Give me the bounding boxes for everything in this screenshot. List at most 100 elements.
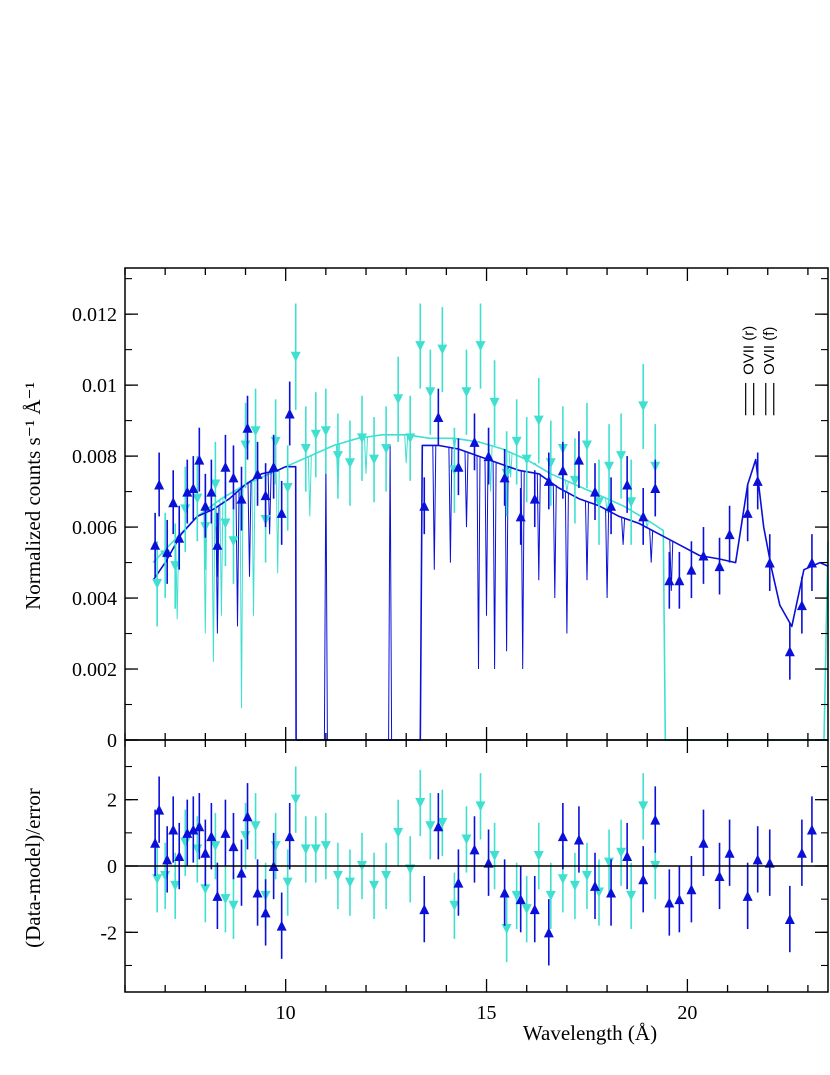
model-b-absorption-line bbox=[275, 470, 280, 574]
residual-b-point-marker bbox=[511, 890, 522, 901]
residual-marks bbox=[150, 766, 817, 966]
model-b-absorption-line bbox=[404, 434, 409, 464]
data-b-point-marker bbox=[489, 397, 500, 408]
y-tick-label: -2 bbox=[100, 922, 117, 944]
data-b-point bbox=[381, 406, 392, 492]
data-a-point bbox=[433, 388, 444, 446]
data-a-point-marker bbox=[698, 550, 709, 561]
residual-a-point-marker bbox=[590, 880, 601, 891]
data-b-point-marker bbox=[393, 394, 404, 405]
model-a-absorption-line bbox=[552, 485, 557, 599]
residual-b-point bbox=[393, 799, 404, 866]
data-b-point bbox=[616, 413, 627, 499]
residual-a-point-marker bbox=[168, 824, 179, 835]
residual-a-point-marker bbox=[650, 814, 661, 825]
data-a-point-marker bbox=[162, 546, 173, 557]
data-b-point-marker bbox=[369, 454, 380, 465]
data-b-point-marker bbox=[475, 341, 486, 352]
model-a-absorption-line bbox=[649, 529, 654, 563]
data-a-point bbox=[557, 441, 568, 499]
model-a-line bbox=[152, 444, 829, 741]
data-a-point bbox=[606, 477, 617, 535]
residual-a-point-marker bbox=[714, 870, 725, 881]
residual-b-point-marker bbox=[557, 874, 568, 885]
model-a-absorption-line bbox=[536, 473, 541, 581]
data-a-point-marker bbox=[200, 500, 211, 511]
data-a-point bbox=[220, 434, 231, 499]
residual-a-point-marker bbox=[284, 831, 295, 842]
x-axis-title: Wavelength (Å) bbox=[523, 1021, 657, 1045]
data-b-point bbox=[332, 413, 343, 499]
data-a-point-marker bbox=[188, 483, 199, 494]
data-b-point-marker bbox=[220, 518, 231, 529]
residual-b-point bbox=[152, 846, 163, 913]
residual-a-point bbox=[168, 796, 179, 863]
data-a-point-marker bbox=[228, 472, 239, 483]
data-a-point-marker bbox=[276, 507, 287, 518]
residual-panel: -2 0 2 10 15 20 bbox=[100, 739, 829, 1024]
model-a-absorption-line bbox=[504, 465, 509, 652]
data-a-point bbox=[543, 452, 554, 510]
residual-b-point bbox=[616, 819, 627, 886]
residual-a-point bbox=[260, 879, 271, 946]
data-a-point-marker bbox=[483, 451, 494, 462]
residual-b-point-marker bbox=[461, 834, 472, 845]
residual-a-point bbox=[650, 786, 661, 853]
residual-a-point bbox=[674, 866, 685, 933]
residual-a-point-marker bbox=[529, 904, 540, 915]
residual-a-point bbox=[419, 875, 430, 943]
model-b-absorption-line bbox=[251, 480, 256, 616]
residual-a-point-marker bbox=[236, 867, 247, 878]
data-a-point-marker bbox=[796, 600, 807, 611]
residual-a-point-marker bbox=[188, 824, 199, 835]
residual-b-point-marker bbox=[290, 794, 301, 805]
data-b-point bbox=[344, 420, 355, 506]
data-a-point bbox=[499, 448, 510, 506]
residual-b-point-marker bbox=[393, 827, 404, 838]
data-b-point-marker bbox=[569, 475, 580, 486]
residual-a-point-marker bbox=[638, 874, 649, 885]
data-b-point bbox=[393, 356, 404, 442]
residual-a-point bbox=[499, 859, 510, 926]
y-tick-label: 0.012 bbox=[72, 304, 117, 326]
residual-b-point-marker bbox=[581, 870, 592, 881]
residual-b-point-marker bbox=[545, 890, 556, 901]
data-b-point bbox=[461, 349, 472, 435]
data-b-point-marker bbox=[210, 479, 221, 490]
data-a-point-marker bbox=[515, 511, 526, 522]
residual-b-point bbox=[521, 875, 532, 943]
data-a-point bbox=[194, 427, 205, 492]
residual-b-point-marker bbox=[320, 841, 331, 852]
data-b-point-marker bbox=[290, 351, 301, 362]
residual-a-point-marker bbox=[742, 890, 753, 901]
data-a-point-marker bbox=[686, 564, 697, 575]
residual-a-point-marker bbox=[419, 904, 430, 915]
x-tick-label: 20 bbox=[677, 1002, 697, 1024]
residual-a-point bbox=[664, 869, 675, 936]
residual-a-point bbox=[284, 803, 295, 870]
residual-b-point bbox=[300, 816, 311, 883]
residual-a-point-marker bbox=[469, 844, 480, 855]
data-a-point bbox=[664, 551, 675, 609]
data-a-point-marker bbox=[784, 646, 795, 657]
data-a-point bbox=[284, 381, 295, 446]
data-a-point-marker bbox=[543, 475, 554, 486]
residual-a-point-marker bbox=[515, 894, 526, 905]
data-b-point-marker bbox=[250, 426, 261, 437]
data-a-point bbox=[242, 395, 253, 460]
data-a-point bbox=[806, 534, 817, 591]
residual-b-point bbox=[475, 773, 486, 840]
model-a-absorption-line bbox=[564, 492, 569, 634]
data-b-point bbox=[310, 392, 321, 478]
residual-b-point-marker bbox=[449, 900, 460, 911]
data-a-point bbox=[686, 541, 697, 599]
residual-a-point-marker bbox=[220, 827, 231, 838]
data-a-point bbox=[638, 488, 649, 545]
data-b-point-marker bbox=[357, 433, 368, 444]
x-tick-label: 15 bbox=[477, 1002, 497, 1024]
data-b-point-marker bbox=[320, 426, 331, 437]
data-b-point-marker bbox=[638, 401, 649, 412]
data-a-point-marker bbox=[664, 575, 675, 586]
residual-b-point-marker bbox=[415, 798, 426, 808]
